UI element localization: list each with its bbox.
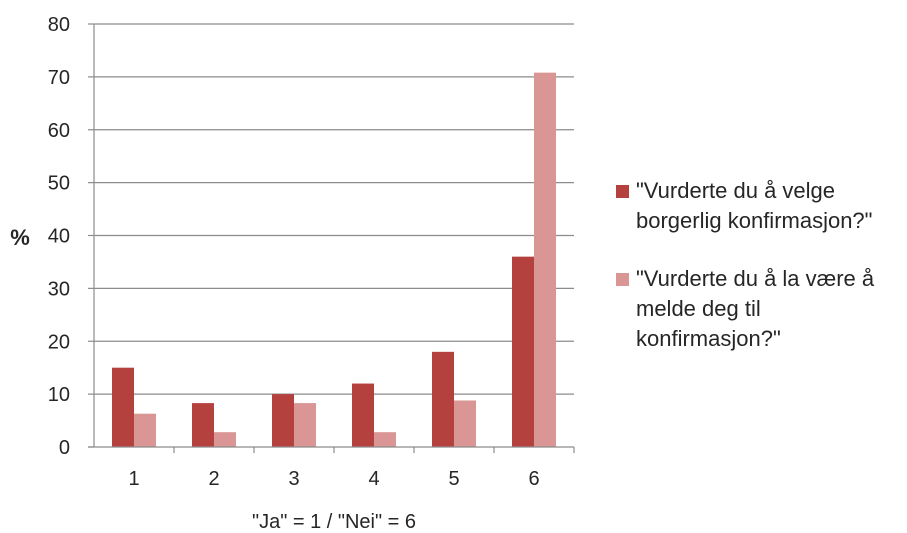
y-axis-label: % <box>10 225 30 250</box>
legend: "Vurderte du å velge borgerlig konfirmas… <box>612 176 907 354</box>
bar-series1-5 <box>432 351 454 447</box>
y-tick-label: 0 <box>59 437 70 459</box>
y-tick-label: 50 <box>48 173 70 195</box>
y-tick-labels: 0 10 20 30 40 50 60 70 80 <box>48 14 70 459</box>
x-tick-labels: 1 2 3 4 5 6 <box>128 468 539 490</box>
y-tick-label: 80 <box>48 14 70 36</box>
bar-series1-6 <box>512 256 534 447</box>
legend-item-series-2: "Vurderte du å la være å melde deg til k… <box>612 264 907 354</box>
x-tick-label: 3 <box>288 468 299 490</box>
x-tick-label: 1 <box>128 468 139 490</box>
x-tick-label: 6 <box>528 468 539 490</box>
x-axis-label: "Ja" = 1 / "Nei" = 6 <box>252 511 416 533</box>
y-tick-label: 60 <box>48 120 70 142</box>
x-tick-label: 4 <box>368 468 379 490</box>
legend-swatch-series-1 <box>616 185 629 198</box>
legend-label-series-2: "Vurderte du å la være å melde deg til k… <box>636 266 875 351</box>
bar-series1-3 <box>272 394 294 447</box>
bar-series2-5 <box>454 400 476 447</box>
x-tick-label: 2 <box>208 468 219 490</box>
bar-series2-1 <box>134 413 156 447</box>
bar-series1-2 <box>192 403 214 447</box>
y-tick-label: 40 <box>48 226 70 248</box>
x-tick-label: 5 <box>448 468 459 490</box>
bar-series1-4 <box>352 383 374 447</box>
y-tick-label: 10 <box>48 384 70 406</box>
axes <box>88 23 575 453</box>
bar-series2-2 <box>214 432 236 447</box>
y-tick-label: 70 <box>48 67 70 89</box>
bar-series2-3 <box>294 403 316 447</box>
bars <box>112 72 556 448</box>
gridlines <box>94 23 574 395</box>
bar-series2-6 <box>534 72 556 448</box>
legend-swatch-series-2 <box>616 273 629 286</box>
y-tick-label: 30 <box>48 278 70 300</box>
y-tick-label: 20 <box>48 331 70 353</box>
legend-label-series-1: "Vurderte du å velge borgerlig konfirmas… <box>636 178 873 233</box>
bar-series2-4 <box>374 432 396 447</box>
legend-item-series-1: "Vurderte du å velge borgerlig konfirmas… <box>612 176 907 236</box>
bar-series1-1 <box>112 367 134 447</box>
